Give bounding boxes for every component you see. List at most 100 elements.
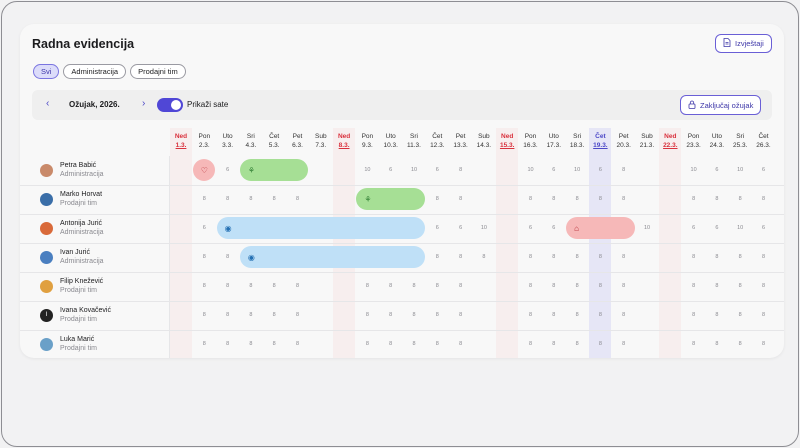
hours-cell[interactable]: 8 [412, 283, 416, 289]
hours-cell[interactable]: 8 [202, 341, 206, 347]
employee-row-label[interactable]: Petra Babić Administracija [40, 156, 104, 184]
hours-cell[interactable]: 8 [552, 341, 556, 347]
hours-cell[interactable]: 8 [761, 196, 766, 202]
absence-bar[interactable]: ◉ [216, 217, 425, 239]
employee-row-label[interactable]: Luka Marić Prodajni tim [40, 330, 97, 358]
hours-cell[interactable]: 8 [435, 196, 439, 202]
hours-cell[interactable]: 8 [598, 341, 602, 347]
day-header[interactable]: Pet 20.3. [613, 132, 635, 150]
hours-cell[interactable]: 8 [528, 341, 533, 347]
hours-cell[interactable]: 8 [622, 196, 626, 202]
hours-cell[interactable]: 8 [365, 312, 369, 318]
day-header[interactable]: Uto 17.3. [543, 132, 565, 150]
hours-cell[interactable]: 8 [598, 196, 602, 202]
hours-cell[interactable]: 8 [202, 283, 206, 289]
day-header[interactable]: Sub 21.3. [636, 132, 658, 150]
hours-cell[interactable]: 8 [715, 312, 719, 318]
day-header[interactable]: Ned 1.3. [170, 132, 192, 150]
hours-cell[interactable]: 10 [364, 167, 371, 173]
hours-cell[interactable]: 8 [412, 341, 416, 347]
hours-cell[interactable]: 8 [575, 341, 579, 347]
hours-cell[interactable]: 8 [226, 283, 230, 289]
hours-cell[interactable]: 10 [690, 167, 697, 173]
employee-row-label[interactable]: Antonija Jurić Administracija [40, 214, 104, 242]
hours-cell[interactable]: 8 [715, 196, 719, 202]
hours-cell[interactable]: 8 [202, 196, 206, 202]
hours-cell[interactable]: 6 [552, 225, 556, 231]
hours-cell[interactable]: 8 [738, 283, 742, 289]
day-header[interactable]: Pon 2.3. [193, 132, 215, 150]
day-header[interactable]: Uto 3.3. [217, 132, 239, 150]
day-header[interactable]: Sub 14.3. [473, 132, 495, 150]
hours-cell[interactable]: 8 [575, 254, 579, 260]
hours-cell[interactable]: 8 [295, 196, 300, 202]
hours-cell[interactable]: 8 [459, 283, 463, 289]
hours-cell[interactable]: 6 [761, 167, 766, 173]
filter-administracija[interactable]: Administracija [63, 64, 127, 79]
hours-cell[interactable]: 8 [692, 196, 696, 202]
hours-cell[interactable]: 8 [249, 283, 253, 289]
hours-cell[interactable]: 8 [249, 312, 253, 318]
hours-cell[interactable]: 6 [598, 167, 602, 173]
hours-cell[interactable]: 8 [692, 312, 696, 318]
hours-cell[interactable]: 8 [575, 312, 579, 318]
hours-cell[interactable]: 8 [738, 254, 742, 260]
day-header[interactable]: Sub 7.3. [310, 132, 332, 150]
reports-button[interactable]: Izvještaji [715, 34, 772, 53]
hours-cell[interactable]: 8 [202, 312, 206, 318]
hours-cell[interactable]: 6 [435, 225, 439, 231]
hours-cell[interactable]: 8 [295, 312, 300, 318]
hours-cell[interactable]: 8 [272, 196, 276, 202]
hours-cell[interactable]: 8 [482, 254, 486, 260]
hours-cell[interactable]: 8 [459, 167, 463, 173]
day-header[interactable]: Čet 12.3. [426, 132, 448, 150]
hours-cell[interactable]: 10 [480, 225, 487, 231]
hours-cell[interactable]: 8 [761, 283, 766, 289]
hours-cell[interactable]: 8 [692, 283, 696, 289]
hours-cell[interactable]: 8 [598, 283, 602, 289]
hours-cell[interactable]: 8 [459, 196, 463, 202]
absence-bar[interactable]: ⚘ [239, 159, 309, 181]
employee-row-label[interactable]: Filip Knežević Prodajni tim [40, 272, 103, 300]
day-header[interactable]: Sri 25.3. [729, 132, 751, 150]
hours-cell[interactable]: 8 [738, 312, 742, 318]
day-header[interactable]: Čet 19.3. [589, 132, 611, 150]
hours-cell[interactable]: 8 [249, 196, 253, 202]
hours-cell[interactable]: 6 [692, 225, 696, 231]
hours-cell[interactable]: 8 [761, 341, 766, 347]
hours-cell[interactable]: 6 [552, 167, 556, 173]
day-header[interactable]: Pet 6.3. [287, 132, 309, 150]
absence-bar[interactable]: ⌂ [566, 217, 635, 239]
hours-cell[interactable]: 10 [574, 167, 581, 173]
hours-cell[interactable]: 8 [226, 254, 230, 260]
hours-cell[interactable]: 10 [643, 225, 651, 231]
filter-all[interactable]: Svi [33, 64, 60, 79]
hours-cell[interactable]: 8 [226, 196, 230, 202]
show-hours-toggle[interactable] [157, 98, 183, 112]
hours-cell[interactable]: 8 [692, 341, 696, 347]
hours-cell[interactable]: 8 [249, 341, 253, 347]
day-header[interactable]: Sri 4.3. [240, 132, 262, 150]
hours-cell[interactable]: 8 [575, 283, 579, 289]
hours-cell[interactable]: 8 [272, 283, 276, 289]
hours-cell[interactable]: 6 [715, 225, 719, 231]
day-header[interactable]: Ned 22.3. [659, 132, 681, 150]
hours-cell[interactable]: 8 [552, 283, 556, 289]
hours-cell[interactable]: 8 [272, 341, 276, 347]
hours-cell[interactable]: 8 [528, 312, 533, 318]
absence-bar[interactable]: ♡ [193, 159, 216, 181]
hours-cell[interactable]: 8 [622, 341, 626, 347]
hours-cell[interactable]: 8 [552, 312, 556, 318]
hours-cell[interactable]: 8 [761, 254, 766, 260]
hours-cell[interactable]: 8 [575, 196, 579, 202]
day-header[interactable]: Pon 9.3. [356, 132, 378, 150]
day-header[interactable]: Ned 15.3. [496, 132, 518, 150]
hours-cell[interactable]: 8 [435, 341, 439, 347]
hours-cell[interactable]: 8 [389, 341, 393, 347]
hours-cell[interactable]: 6 [202, 225, 206, 231]
hours-cell[interactable]: 8 [622, 312, 626, 318]
day-header[interactable]: Pon 16.3. [520, 132, 542, 150]
hours-cell[interactable]: 8 [738, 196, 742, 202]
day-header[interactable]: Sri 11.3. [403, 132, 425, 150]
day-header[interactable]: Uto 10.3. [380, 132, 402, 150]
